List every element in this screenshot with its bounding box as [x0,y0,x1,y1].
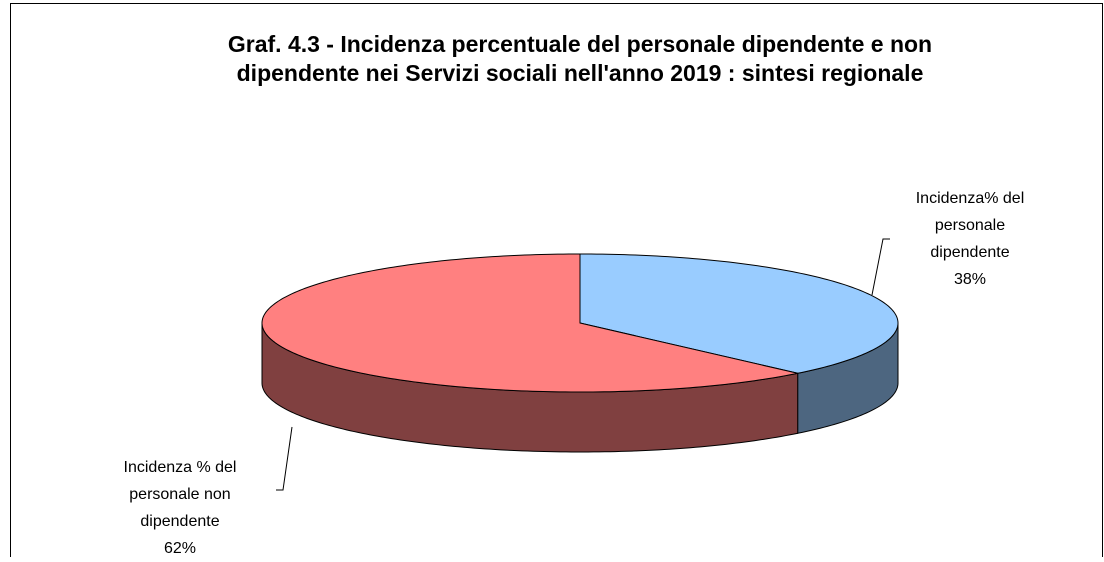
slice-value-label: 38% [953,271,987,288]
chart-title: Graf. 4.3 - Incidenza percentuale del pe… [227,31,933,86]
pie-slice [579,253,899,374]
leader-line [276,426,293,491]
slice-label: Incidenza % del personale non dipendente [123,459,237,530]
slice-label: Incidenza% del personale dipendente [915,190,1025,261]
slice-value-label: 62% [163,540,197,557]
pie-slice [261,253,798,393]
leader-line [871,238,890,296]
